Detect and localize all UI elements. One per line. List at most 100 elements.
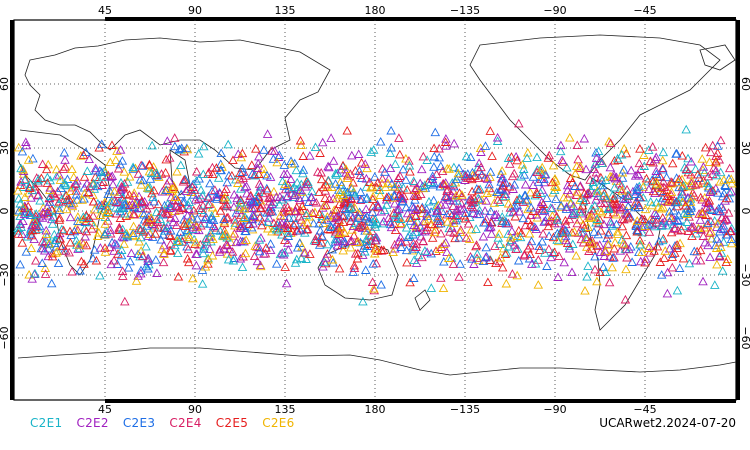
occultation-marker (392, 204, 403, 214)
occultation-marker (320, 193, 330, 202)
occultation-marker (233, 178, 243, 187)
occultation-marker (383, 178, 393, 188)
occultation-marker (331, 212, 341, 222)
occultation-marker (191, 166, 202, 176)
occultation-marker (228, 231, 238, 240)
occultation-marker (396, 242, 407, 251)
occultation-marker (561, 225, 571, 235)
occultation-marker (27, 274, 37, 283)
occultation-marker (556, 202, 566, 211)
occultation-marker (371, 243, 381, 253)
occultation-marker (472, 253, 482, 263)
occultation-marker (143, 263, 153, 273)
occultation-marker (624, 190, 634, 200)
occultation-marker (505, 207, 515, 217)
occultation-marker (254, 151, 264, 161)
occultation-marker (567, 267, 577, 277)
occultation-marker (36, 173, 47, 183)
occultation-marker (102, 205, 113, 214)
occultation-marker (686, 156, 696, 166)
occultation-marker (95, 210, 106, 219)
occultation-marker (198, 200, 208, 210)
occultation-marker (537, 206, 547, 215)
occultation-marker (235, 168, 245, 177)
occultation-marker (705, 204, 716, 213)
occultation-marker (381, 200, 392, 209)
occultation-marker (59, 179, 70, 189)
occultation-marker (591, 195, 601, 204)
occultation-marker (107, 196, 117, 206)
occultation-marker (240, 248, 251, 258)
occultation-marker (254, 246, 265, 256)
occultation-marker (286, 156, 296, 165)
occultation-marker (215, 165, 226, 175)
occultation-marker (21, 137, 31, 146)
occultation-marker (552, 228, 563, 238)
occultation-marker (301, 210, 311, 219)
legend-item-c2e3: C2E3 (122, 416, 156, 430)
occultation-marker (422, 208, 432, 218)
occultation-marker (222, 177, 232, 187)
occultation-marker (68, 172, 79, 181)
occultation-marker (313, 167, 323, 176)
occultation-marker (474, 255, 484, 265)
occultation-marker (279, 203, 290, 213)
occultation-marker (95, 243, 106, 252)
occultation-marker (310, 142, 321, 152)
occultation-marker (670, 197, 681, 207)
occultation-marker (328, 257, 338, 267)
occultation-marker (105, 225, 116, 234)
occultation-marker (725, 226, 735, 236)
occultation-marker (262, 185, 272, 195)
occultation-marker (58, 164, 69, 173)
occultation-marker (405, 166, 415, 176)
occultation-marker (511, 244, 521, 253)
occultation-marker (227, 170, 237, 180)
occultation-marker (634, 158, 645, 168)
occultation-marker (427, 171, 438, 180)
occultation-marker (599, 188, 610, 198)
occultation-marker (606, 219, 616, 228)
occultation-marker (277, 176, 288, 186)
occultation-marker (176, 143, 187, 153)
occultation-marker (503, 198, 514, 208)
occultation-marker (168, 217, 179, 227)
occultation-marker (702, 202, 712, 212)
occultation-marker (79, 193, 89, 203)
occultation-marker (498, 180, 508, 190)
occultation-marker (505, 203, 516, 212)
occultation-marker (25, 183, 35, 192)
occultation-marker (583, 222, 593, 231)
occultation-marker (501, 278, 512, 288)
occultation-marker (30, 219, 41, 229)
occultation-marker (42, 202, 53, 211)
occultation-marker (660, 246, 670, 255)
occultation-marker (183, 200, 194, 210)
occultation-marker (648, 186, 659, 196)
occultation-marker (252, 163, 263, 173)
occultation-marker (448, 201, 458, 211)
occultation-marker (441, 192, 451, 201)
occultation-marker (393, 173, 403, 182)
occultation-marker (634, 192, 644, 202)
occultation-marker (37, 236, 48, 246)
occultation-marker (719, 216, 729, 225)
occultation-marker (603, 240, 614, 249)
occultation-marker (568, 239, 578, 249)
occultation-marker (471, 224, 481, 233)
right-tick-label: −30 (739, 263, 750, 286)
occultation-marker (663, 197, 673, 206)
occultation-marker (368, 191, 378, 201)
occultation-marker (706, 233, 717, 243)
occultation-marker (61, 190, 71, 200)
occultation-marker (30, 268, 40, 278)
occultation-marker (188, 273, 198, 283)
occultation-marker (655, 257, 666, 266)
occultation-marker (711, 243, 722, 252)
occultation-marker (161, 208, 171, 217)
occultation-marker (658, 147, 669, 157)
occultation-marker (573, 154, 583, 164)
occultation-marker (250, 170, 261, 180)
occultation-marker (39, 245, 50, 255)
occultation-marker (429, 162, 439, 171)
